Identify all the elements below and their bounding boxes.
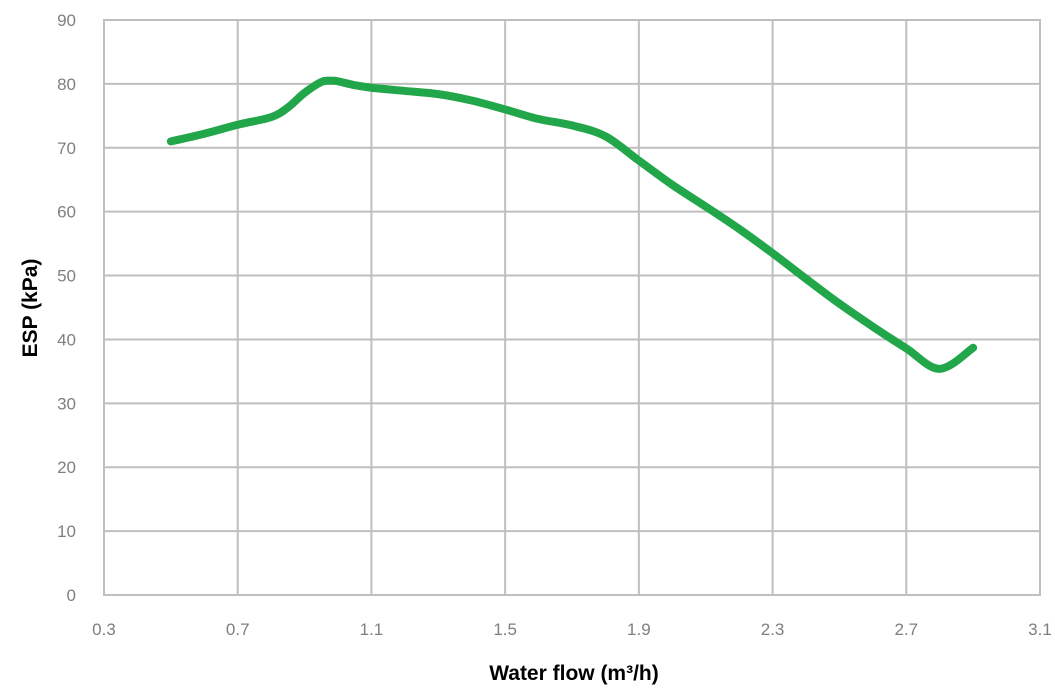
grid xyxy=(103,19,1041,596)
x-tick-label: 2.7 xyxy=(894,620,918,639)
y-tick-label: 0 xyxy=(67,586,76,605)
plot-area-border xyxy=(103,19,1041,596)
y-axis-tick-labels: 0 10 20 30 40 50 60 70 80 90 xyxy=(57,11,76,605)
x-tick-label: 1.1 xyxy=(360,620,384,639)
x-tick-label: 1.5 xyxy=(493,620,517,639)
x-tick-label: 0.7 xyxy=(226,620,250,639)
series-line-0 xyxy=(166,76,978,373)
y-tick-label: 20 xyxy=(57,458,76,477)
y-tick-label: 30 xyxy=(57,394,76,413)
y-axis-title: ESP (kPa) xyxy=(19,259,42,358)
x-tick-label: 3.1 xyxy=(1028,620,1052,639)
x-axis-title: Water flow (m³/h) xyxy=(489,662,659,685)
y-tick-label: 60 xyxy=(57,203,76,222)
x-tick-label: 0.3 xyxy=(92,620,116,639)
y-tick-label: 50 xyxy=(57,267,76,286)
y-tick-label: 90 xyxy=(57,11,76,30)
x-tick-label: 1.9 xyxy=(627,620,651,639)
y-tick-label: 40 xyxy=(57,330,76,349)
x-axis-tick-labels: 0.3 0.7 1.1 1.5 1.9 2.3 2.7 3.1 xyxy=(92,620,1052,639)
series-group xyxy=(166,76,978,373)
y-tick-label: 70 xyxy=(57,139,76,158)
y-tick-label: 10 xyxy=(57,522,76,541)
x-tick-label: 2.3 xyxy=(761,620,785,639)
y-tick-label: 80 xyxy=(57,75,76,94)
